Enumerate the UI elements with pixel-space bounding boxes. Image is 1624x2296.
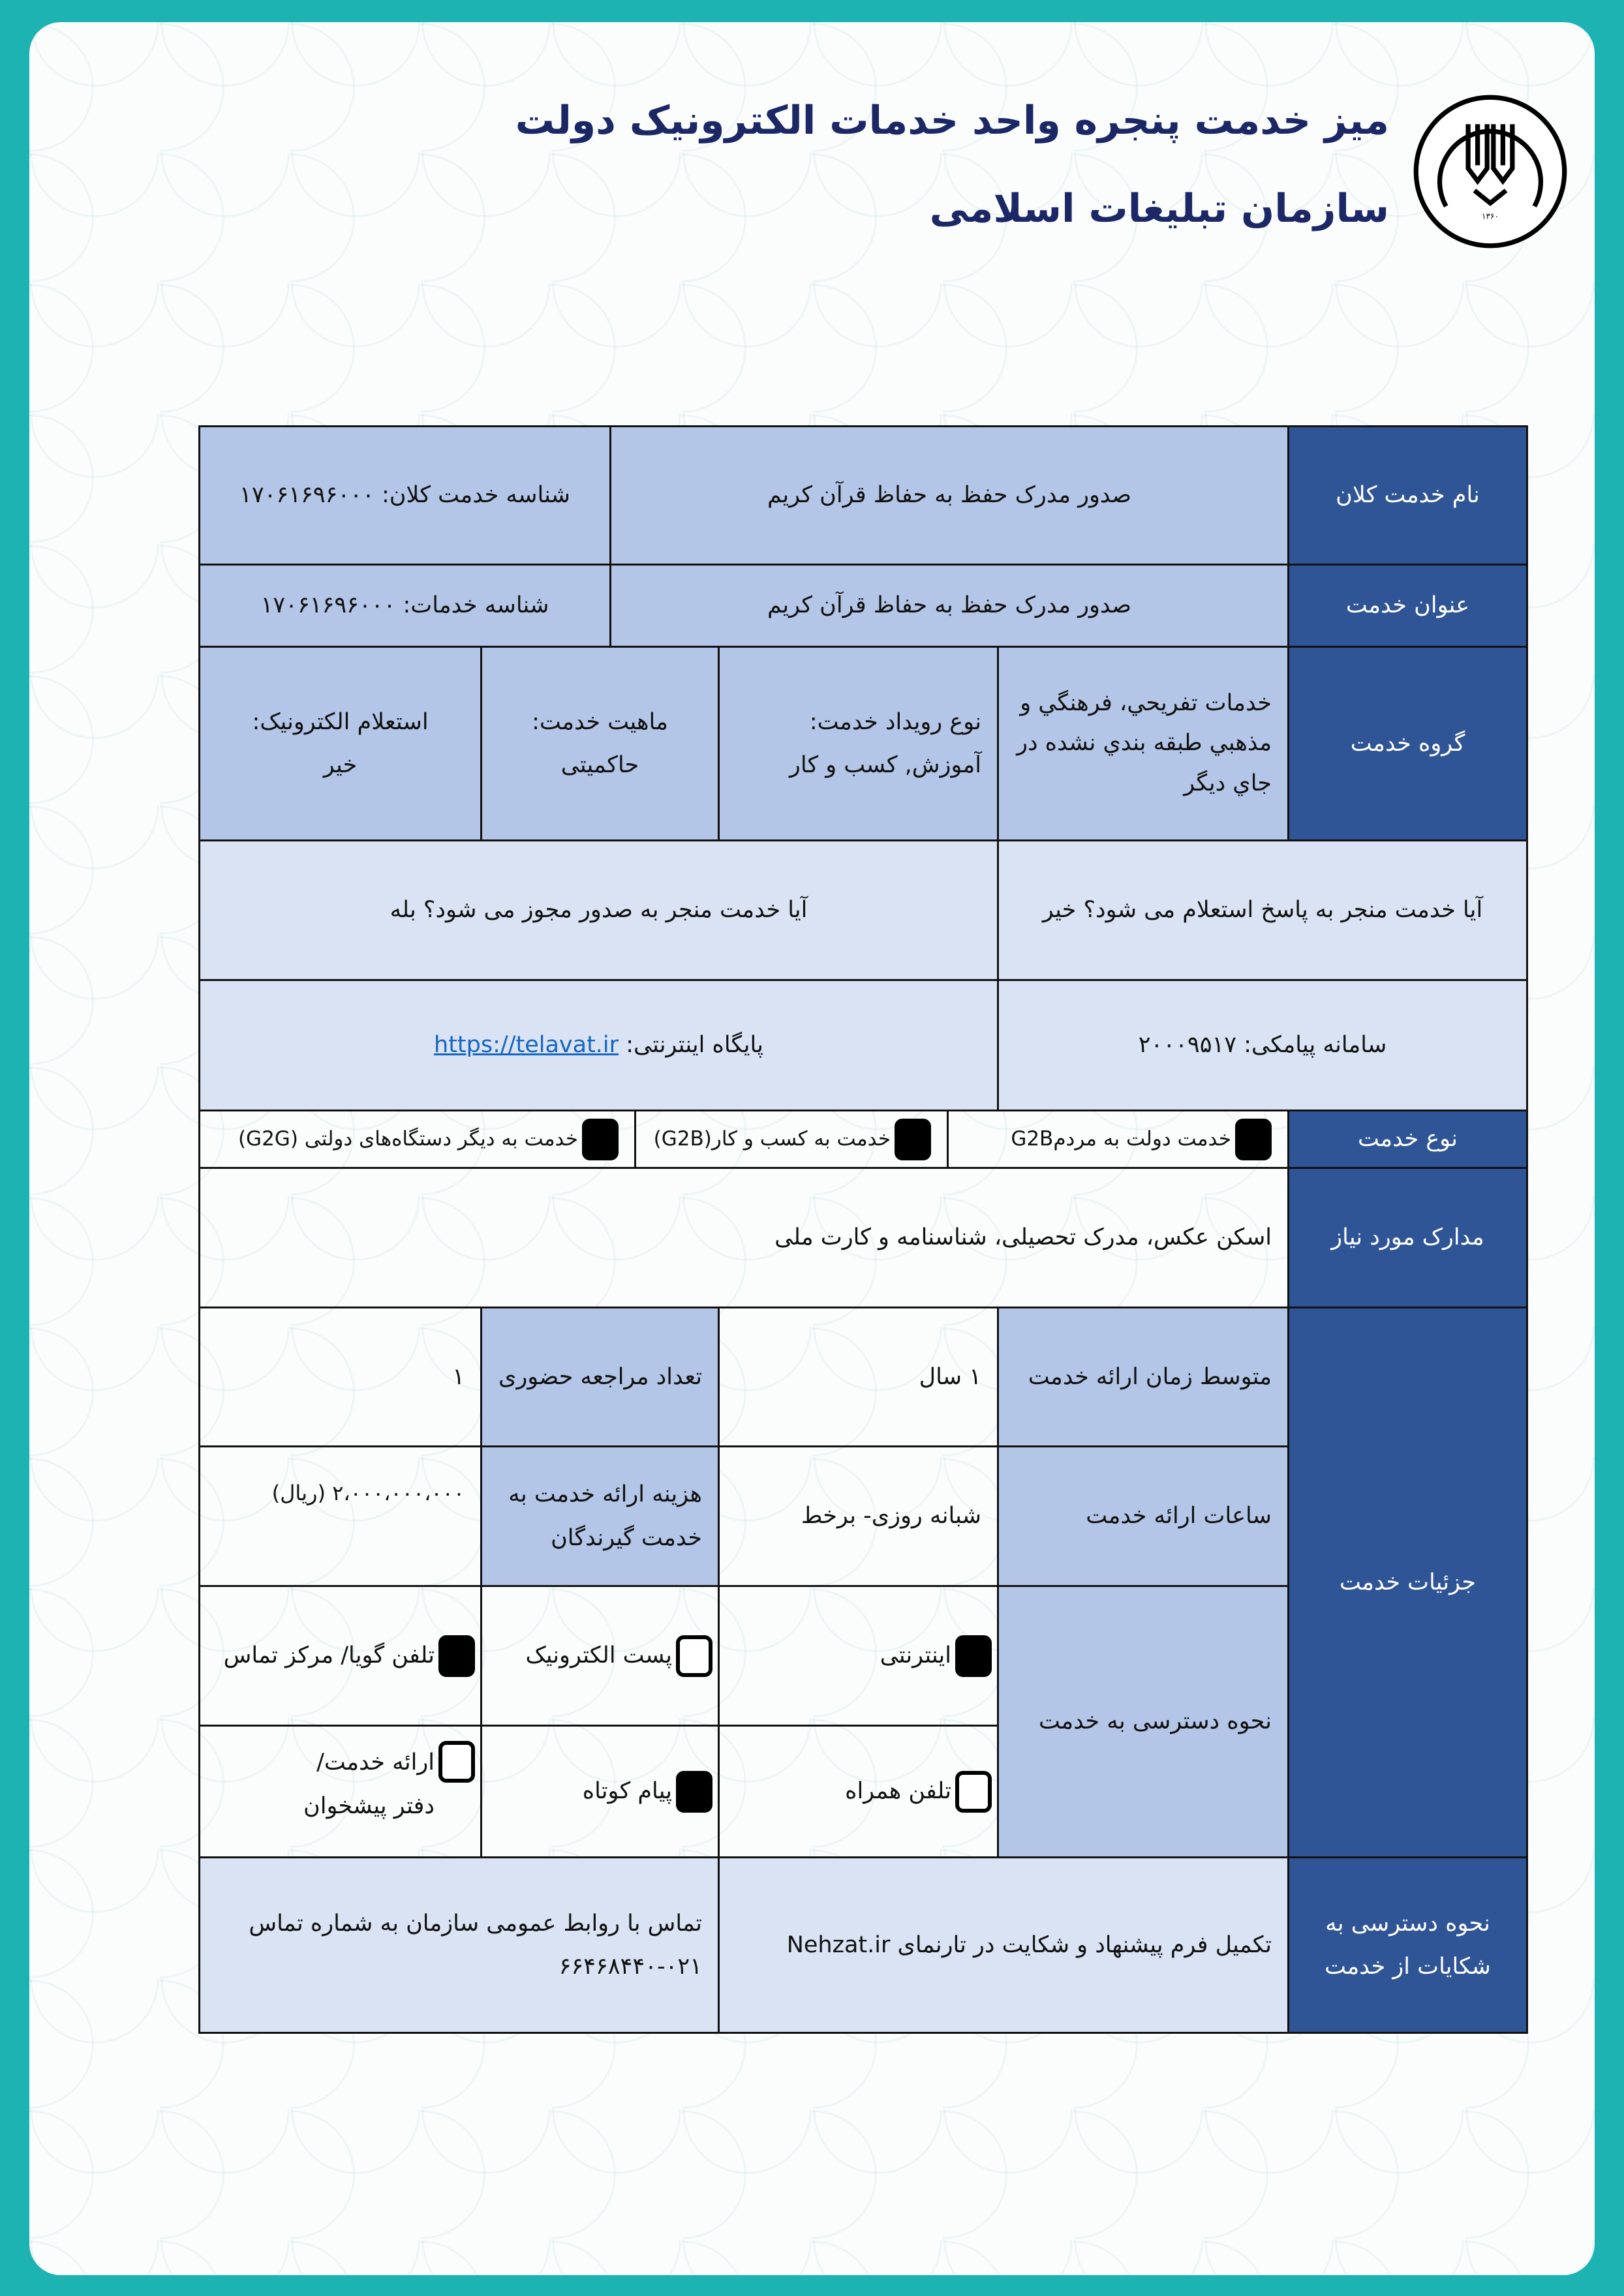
electronic-inquiry-value: خیر [323,752,358,778]
checkbox[interactable] [438,1635,475,1677]
electronic-inquiry-label: استعلام الکترونیک: [252,708,429,735]
organization-name: سازمان تبلیغات اسلامی [929,186,1389,232]
option-label: اینترنتی [880,1642,951,1669]
access-mobile[interactable]: تلفن همراه [718,1725,999,1858]
option-label: خدمت به دیگر دستگاه‌های دولتی (G2G) [237,1127,578,1151]
access-internet[interactable]: اینترنتی [718,1585,999,1727]
visits-label: تعداد مراجعه حضوری [480,1307,720,1447]
avg-time-value: ۱ سال [718,1307,999,1447]
visits-value: ۱ [198,1307,482,1447]
option-label: پست الکترونیک [525,1642,672,1669]
access-sms[interactable]: پیام کوتاه [480,1725,720,1858]
service-type-g2c[interactable]: خدمت دولت به مردمG2B [947,1110,1289,1169]
option-label: پیام کوتاه [582,1778,672,1805]
inquiry-question: آیا خدمت منجر به پاسخ استعلام می شود؟ خی… [997,839,1528,981]
access-counter[interactable]: ارائه خدمت/ دفتر پیشخوان [198,1725,482,1858]
organization-logo: ۱۳۶۰ [1413,95,1567,249]
label-service-title: عنوان خدمت [1287,564,1528,648]
option-label: تلفن گویا/ مرکز تماس [223,1642,435,1669]
label-macro-service: نام خدمت کلان [1287,425,1528,566]
macro-service-value: صدور مدرک حفظ به حفاظ قرآن کریم [609,425,1289,566]
service-group-value: خدمات تفريحي، فرهنگي و مذهبي طبقه بندي ن… [997,646,1289,841]
svg-text:۱۳۶۰: ۱۳۶۰ [1482,212,1499,221]
label-service-type: نوع خدمت [1287,1110,1528,1169]
service-id: شناسه خدمات: ۱۷۰۶۱۶۹۶۰۰۰ [198,564,611,648]
label-service-group: گروه خدمت [1287,646,1528,841]
electronic-inquiry-cell: استعلام الکترونیک: خیر [198,646,482,841]
option-label: تلفن همراه [845,1778,951,1805]
macro-service-id: شناسه خدمت کلان: ۱۷۰۶۱۶۹۶۰۰۰ [198,425,611,566]
checkbox[interactable] [895,1118,931,1160]
checkbox[interactable] [676,1635,712,1677]
service-nature-value: حاکمیتی [560,752,639,778]
event-type-value: آموزش, کسب و کار [789,752,981,778]
documents-value: اسکن عکس، مدرک تحصیلی، شناسنامه و کارت م… [198,1167,1289,1308]
hours-label: ساعات ارائه خدمت [997,1445,1289,1587]
avg-time-label: متوسط زمان ارائه خدمت [997,1307,1289,1447]
complaints-form: تکمیل فرم پیشنهاد و شکایت در تارنمای Neh… [718,1856,1289,2034]
license-question: آیا خدمت منجر به صدور مجوز می شود؟ بله [198,839,999,981]
cost-label: هزینه ارائه خدمت به خدمت گیرندگان [480,1445,720,1587]
page-title: میز خدمت پنجره واحد خدمات الکترونیک دولت [515,98,1389,144]
checkbox[interactable] [955,1770,992,1813]
access-ivr[interactable]: تلفن گویا/ مرکز تماس [198,1585,482,1727]
website-cell: پایگاه اینترنتی: https://telavat.ir [198,979,999,1111]
checkbox[interactable] [582,1118,619,1160]
service-title-value: صدور مدرک حفظ به حفاظ قرآن کریم [609,564,1289,648]
access-email[interactable]: پست الکترونیک [480,1585,720,1727]
checkbox[interactable] [1235,1118,1272,1160]
label-complaints: نحوه دسترسی به شکایات از خدمت [1287,1856,1528,2034]
access-label: نحوه دسترسی به خدمت [997,1585,1289,1858]
event-type-cell: نوع رویداد خدمت: آموزش, کسب و کار [718,646,999,841]
cost-value: ۲،۰۰۰،۰۰۰،۰۰۰ (ریال) [198,1445,482,1587]
event-type-label: نوع رویداد خدمت: [809,708,981,735]
option-label: خدمت به کسب و کار(G2B) [653,1127,891,1151]
label-documents: مدارک مورد نیاز [1287,1167,1528,1308]
checkbox[interactable] [676,1770,712,1813]
service-nature-cell: ماهیت خدمت: حاکمیتی [480,646,720,841]
hours-value: شبانه روزی- برخط [718,1445,999,1587]
service-type-g2b[interactable]: خدمت به کسب و کار(G2B) [634,1110,949,1169]
option-label: ارائه خدمت/ دفتر پیشخوان [303,1749,435,1819]
complaints-phone: تماس با روابط عمومی سازمان به شماره تماس… [198,1856,720,2034]
option-label: خدمت دولت به مردمG2B [1011,1127,1231,1151]
service-type-g2g[interactable]: خدمت به دیگر دستگاه‌های دولتی (G2G) [198,1110,636,1169]
website-link[interactable]: https://telavat.ir [434,1032,619,1059]
sms-number: سامانه پیامکی: ۲۰۰۰۹۵۱۷ [997,979,1528,1111]
checkbox[interactable] [438,1741,475,1783]
checkbox[interactable] [955,1635,992,1677]
website-label: پایگاه اینترنتی: [626,1032,763,1059]
service-nature-label: ماهیت خدمت: [532,708,668,735]
label-details: جزئیات خدمت [1287,1307,1528,1858]
